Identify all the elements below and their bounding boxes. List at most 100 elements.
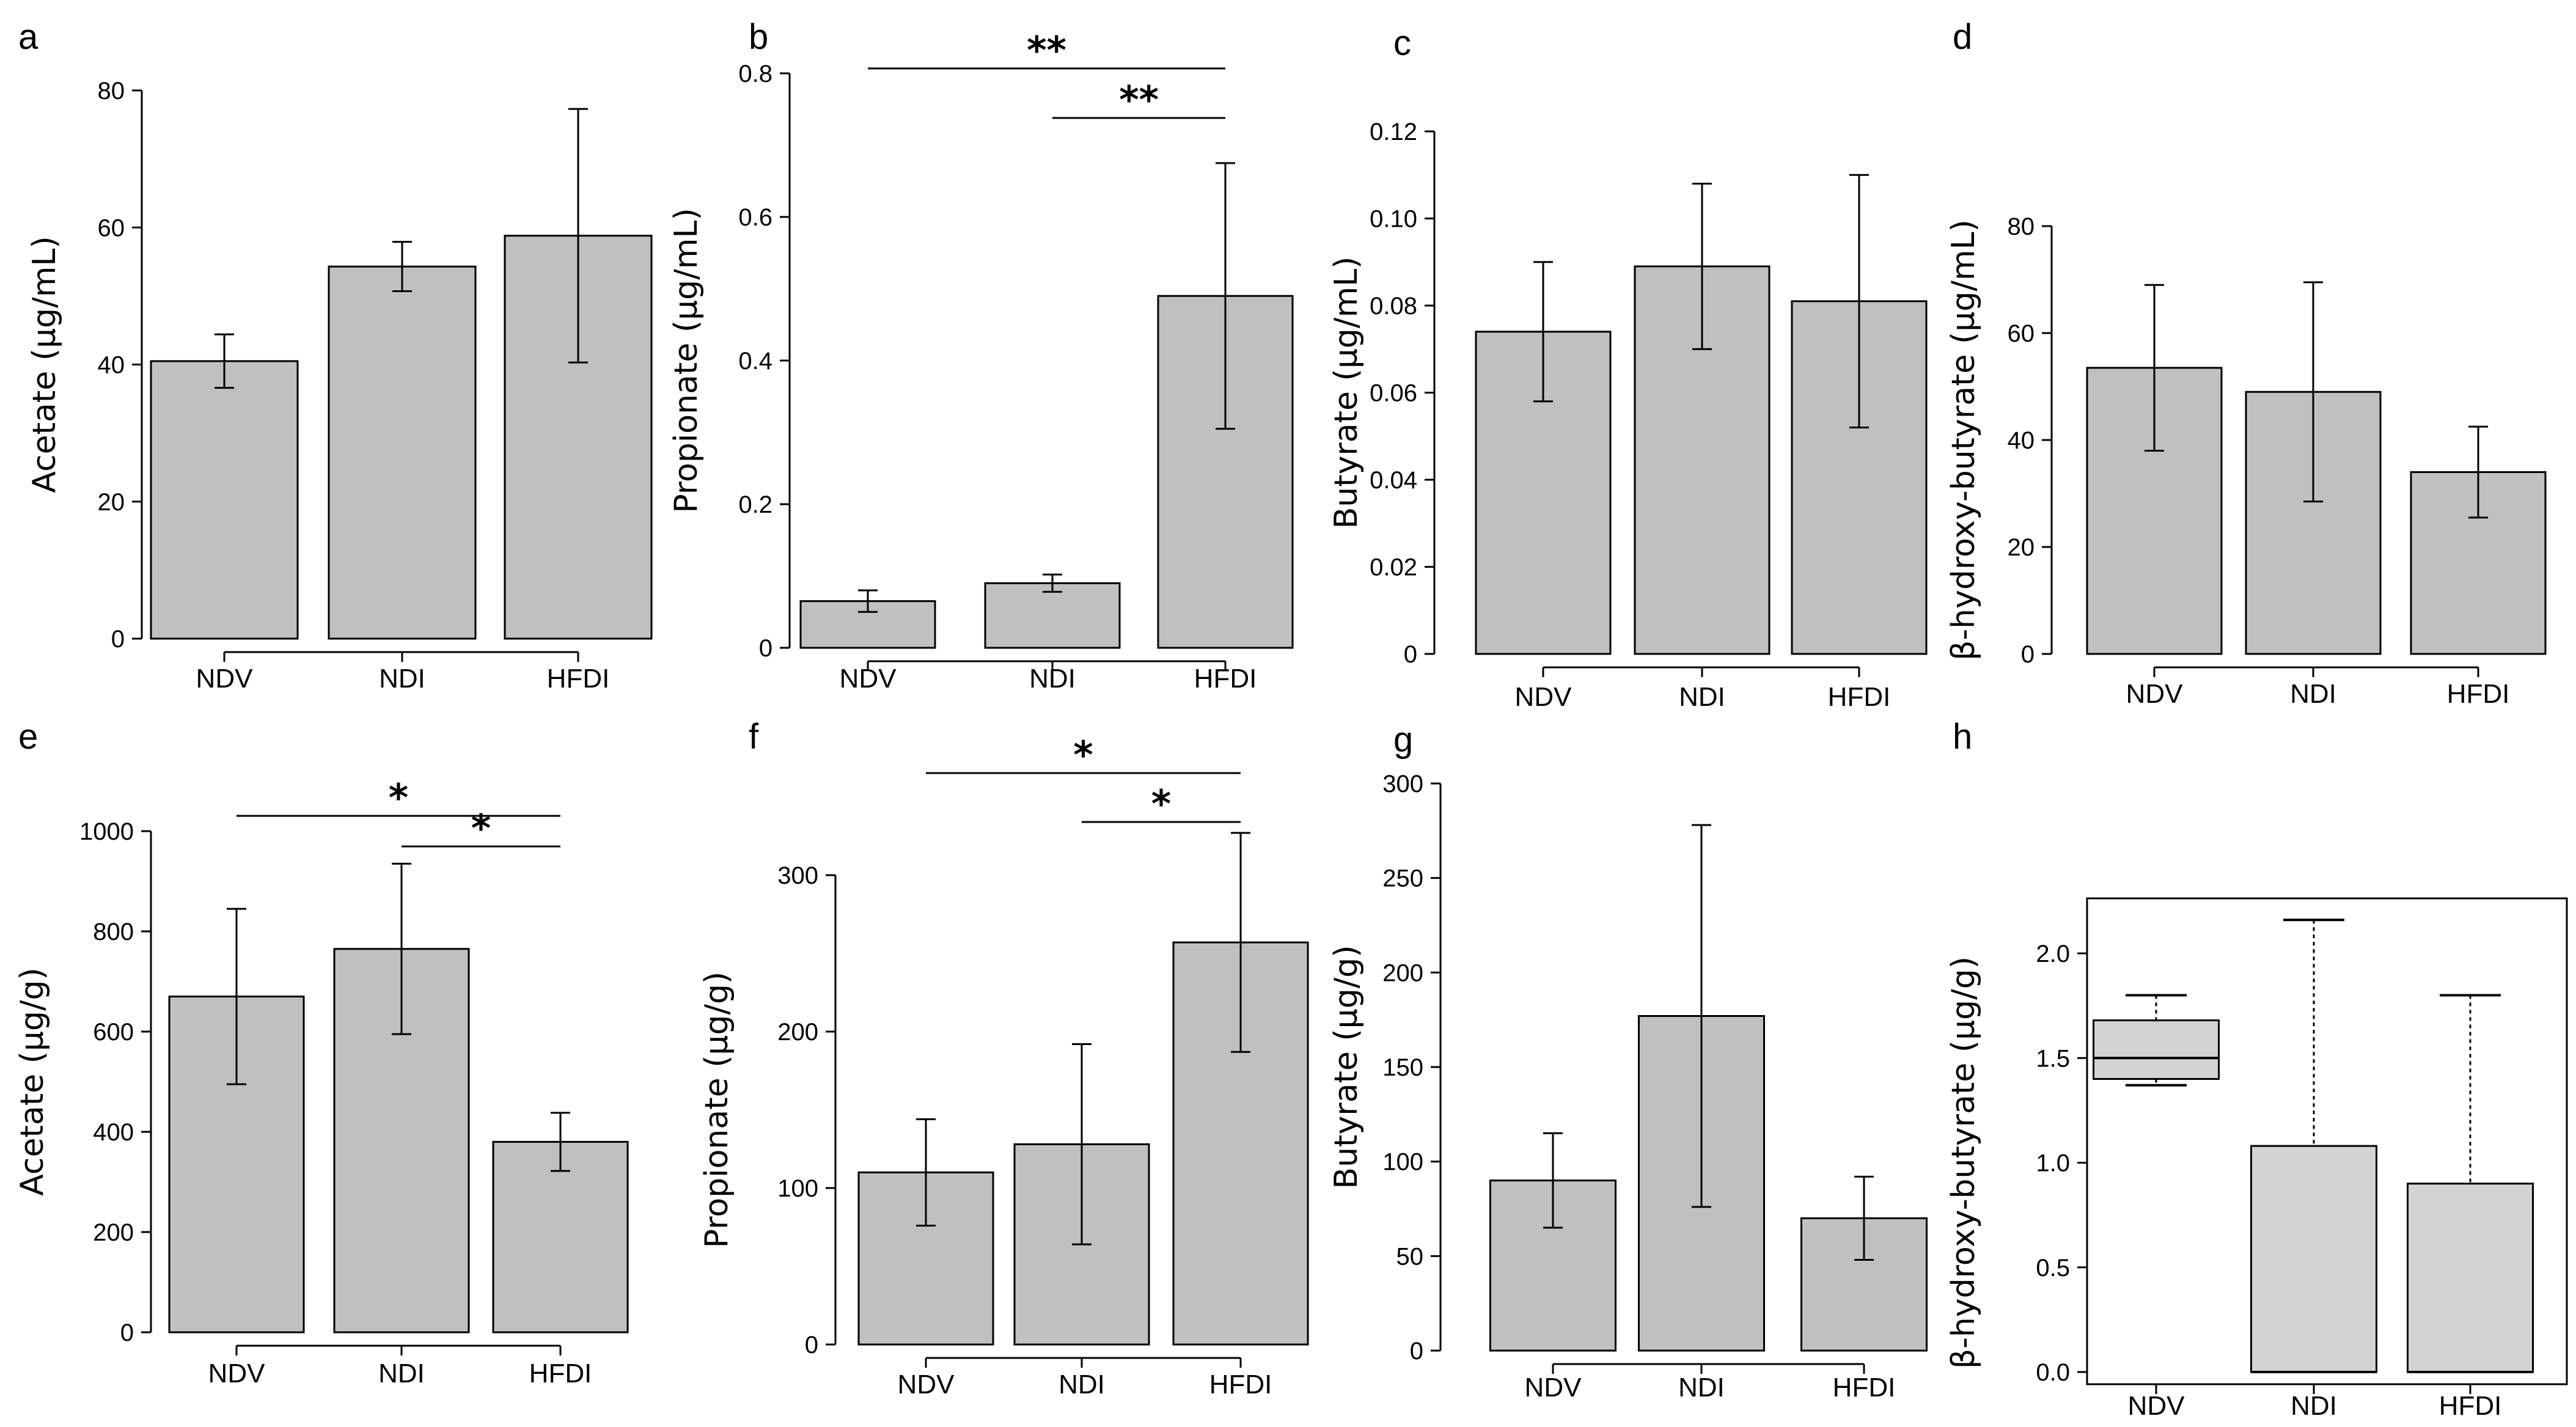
x-tick-label: HFDI bbox=[547, 664, 610, 694]
panel-b: b 0 0.2 0.4 0.6 0.8 Propionate (μg/mL) NDV NDI HF… bbox=[668, 17, 1294, 694]
panel-letter: f bbox=[749, 717, 759, 757]
y-tick-label: 1.0 bbox=[2036, 1150, 2070, 1177]
y-tick-label: 0.2 bbox=[738, 491, 772, 518]
y-tick-label: 0 bbox=[759, 635, 772, 662]
panel-f: f 0 100 200 300 Propionate (μg/g) NDV NDI HFDI * * bbox=[699, 717, 1309, 1399]
x-tick-label: HFDI bbox=[1828, 682, 1891, 712]
y-axis-label: β-hydroxy-butyrate (μg/mL) bbox=[1945, 219, 1982, 661]
panel-a: a 0 20 40 60 80 Acetate (μg/mL) NDV NDI HFDI bbox=[18, 17, 653, 694]
x-tick-label: NDV bbox=[898, 1370, 955, 1399]
y-tick-label: 2.0 bbox=[2036, 941, 2070, 967]
x-tick-label: NDV bbox=[1525, 1373, 1582, 1403]
y-tick-label: 200 bbox=[777, 1019, 818, 1046]
y-axis-label: Butyrate (μg/mL) bbox=[1328, 257, 1365, 529]
panel-g: g 0 50 100 150 200 250 300 Butyrate (μg/g) NDV NDI… bbox=[1328, 720, 1928, 1403]
y-tick-label: 0.08 bbox=[1370, 293, 1417, 320]
significance-label: * bbox=[1151, 782, 1171, 826]
y-tick-label: 60 bbox=[2008, 320, 2035, 347]
x-tick-label: NDV bbox=[208, 1359, 266, 1388]
y-tick-label: 0 bbox=[1410, 1338, 1423, 1365]
y-tick-label: 0.8 bbox=[738, 61, 772, 87]
y-tick-label: 0.4 bbox=[738, 348, 772, 375]
y-tick-label: 0.06 bbox=[1370, 380, 1417, 407]
y-tick-label: 1.5 bbox=[2036, 1045, 2070, 1072]
significance-label: * bbox=[471, 806, 491, 851]
x-tick-label: NDV bbox=[2128, 1391, 2185, 1421]
panel-letter: g bbox=[1393, 720, 1413, 760]
box-hfdi bbox=[2407, 1183, 2534, 1373]
y-tick-label: 60 bbox=[98, 215, 125, 241]
panel-h: h 0.0 0.5 1.0 1.5 2.0 β-hydroxy-butyrate (μg/g… bbox=[1945, 717, 2568, 1421]
y-tick-label: 0 bbox=[2021, 641, 2035, 668]
y-tick-label: 150 bbox=[1382, 1054, 1423, 1081]
y-tick-label: 300 bbox=[1382, 771, 1423, 798]
y-tick-label: 0.6 bbox=[738, 204, 772, 231]
y-tick-label: 20 bbox=[2008, 534, 2035, 561]
y-tick-label: 250 bbox=[1382, 865, 1423, 892]
y-tick-label: 0.10 bbox=[1370, 206, 1417, 233]
box-ndi bbox=[2250, 1145, 2377, 1373]
y-tick-label: 40 bbox=[98, 352, 125, 379]
y-axis-label: β-hydroxy-butyrate (μg/g) bbox=[1945, 956, 1982, 1369]
x-tick-label: NDI bbox=[2290, 679, 2336, 709]
y-tick-label: 20 bbox=[98, 489, 125, 516]
x-tick-label: NDI bbox=[1678, 1373, 1725, 1403]
bar-ndv bbox=[150, 360, 299, 640]
y-tick-label: 0 bbox=[111, 626, 125, 653]
y-tick-label: 600 bbox=[93, 1019, 134, 1046]
bar-ndi bbox=[328, 265, 477, 640]
x-tick-label: HFDI bbox=[2439, 1391, 2502, 1421]
x-tick-label: HFDI bbox=[1209, 1370, 1272, 1399]
panel-e: e 0 200 400 600 800 1000 Acetate (μg/g) NDV NDI HF… bbox=[14, 717, 629, 1388]
bar-ndi bbox=[984, 582, 1121, 649]
x-tick-label: NDI bbox=[2291, 1391, 2337, 1421]
panel-letter: d bbox=[1953, 17, 1972, 57]
y-tick-label: 100 bbox=[777, 1175, 818, 1202]
y-tick-label: 200 bbox=[93, 1219, 134, 1246]
x-tick-label: NDV bbox=[2126, 679, 2184, 709]
y-tick-label: 0 bbox=[120, 1319, 134, 1346]
x-tick-label: NDV bbox=[196, 664, 254, 694]
x-tick-label: NDV bbox=[1515, 682, 1572, 712]
y-tick-label: 200 bbox=[1382, 959, 1423, 986]
significance-label: ** bbox=[1027, 28, 1066, 73]
significance-label: * bbox=[1073, 733, 1093, 777]
significance-label: ** bbox=[1119, 78, 1159, 122]
y-tick-label: 0.04 bbox=[1370, 467, 1417, 494]
y-axis-label: Propionate (μg/g) bbox=[699, 972, 735, 1249]
panel-letter: c bbox=[1393, 23, 1411, 63]
panel-letter: h bbox=[1953, 717, 1972, 757]
x-tick-label: HFDI bbox=[1194, 664, 1257, 694]
x-tick-label: NDI bbox=[1679, 682, 1725, 712]
y-tick-label: 80 bbox=[2008, 213, 2035, 240]
x-tick-label: HFDI bbox=[2447, 679, 2510, 709]
panel-letter: e bbox=[18, 717, 38, 757]
y-tick-label: 40 bbox=[2008, 427, 2035, 454]
y-tick-label: 0.12 bbox=[1370, 119, 1417, 145]
y-axis-label: Acetate (μg/mL) bbox=[26, 236, 63, 493]
y-tick-label: 50 bbox=[1396, 1243, 1424, 1270]
y-axis-label: Butyrate (μg/g) bbox=[1328, 945, 1365, 1189]
panel-letter: a bbox=[18, 17, 39, 57]
x-tick-label: NDI bbox=[379, 664, 425, 694]
box-ndv bbox=[2093, 1019, 2220, 1080]
y-axis-label: Propionate (μg/mL) bbox=[668, 208, 705, 513]
panel-c: c 0 0.02 0.04 0.06 0.08 0.10 0.12 Butyrate (μg/m… bbox=[1328, 23, 1928, 712]
panel-d: d 0 20 40 60 80 β-hydroxy-butyrate (μg/mL) NDV N… bbox=[1945, 17, 2547, 709]
panel-letter: b bbox=[749, 17, 768, 57]
x-tick-label: HFDI bbox=[1833, 1373, 1896, 1403]
y-axis-label: Acetate (μg/g) bbox=[14, 967, 51, 1196]
x-tick-label: HFDI bbox=[529, 1359, 592, 1388]
y-tick-label: 100 bbox=[1382, 1149, 1423, 1176]
x-tick-label: NDV bbox=[840, 664, 897, 694]
y-tick-label: 300 bbox=[777, 862, 818, 889]
y-tick-label: 80 bbox=[98, 78, 125, 105]
y-tick-label: 0.02 bbox=[1370, 554, 1417, 581]
y-tick-label: 0 bbox=[805, 1332, 818, 1359]
y-tick-label: 0.0 bbox=[2036, 1359, 2070, 1386]
x-tick-label: NDI bbox=[378, 1359, 425, 1388]
y-tick-label: 800 bbox=[93, 919, 134, 945]
x-tick-label: NDI bbox=[1029, 664, 1076, 694]
y-tick-label: 0.5 bbox=[2036, 1255, 2070, 1282]
